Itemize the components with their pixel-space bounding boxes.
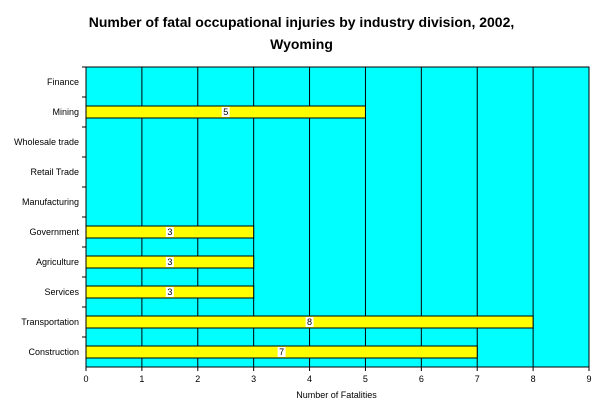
data-label-bg-6 — [165, 257, 174, 267]
x-tick-label-1: 1 — [139, 374, 144, 384]
x-tick-label-4: 4 — [307, 374, 312, 384]
chart-title-line-2: Wyoming — [270, 36, 333, 52]
y-tick-label-6: Agriculture — [36, 257, 79, 267]
data-label-bg-5 — [165, 227, 174, 237]
y-tick-label-1: Mining — [52, 107, 79, 117]
y-tick-label-7: Services — [44, 287, 79, 297]
y-tick-label-2: Wholesale trade — [14, 137, 79, 147]
data-label-bg-7 — [165, 287, 174, 297]
y-tick-label-8: Transportation — [21, 317, 79, 327]
y-tick-label-0: Finance — [47, 77, 79, 87]
y-tick-label-5: Government — [29, 227, 79, 237]
data-label-1: 5 — [223, 107, 228, 117]
y-tick-label-9: Construction — [28, 347, 79, 357]
x-tick-label-0: 0 — [83, 374, 88, 384]
data-label-bg-9 — [277, 347, 286, 357]
y-tick-label-3: Retail Trade — [30, 167, 79, 177]
x-tick-label-7: 7 — [475, 374, 480, 384]
data-label-9: 7 — [279, 347, 284, 357]
x-tick-label-3: 3 — [251, 374, 256, 384]
x-axis-title: Number of Fatalities — [296, 390, 377, 400]
x-tick-label-8: 8 — [531, 374, 536, 384]
x-tick-label-2: 2 — [195, 374, 200, 384]
x-tick-label-6: 6 — [419, 374, 424, 384]
data-label-bg-1 — [221, 107, 230, 117]
data-label-7: 3 — [167, 287, 172, 297]
x-tick-label-5: 5 — [363, 374, 368, 384]
plot-border — [85, 66, 590, 368]
data-label-5: 3 — [167, 227, 172, 237]
data-label-6: 3 — [167, 257, 172, 267]
data-label-bg-8 — [305, 317, 314, 327]
chart-title-line-1: Number of fatal occupational injuries by… — [88, 14, 515, 30]
y-tick-label-4: Manufacturing — [22, 197, 79, 207]
data-label-8: 8 — [307, 317, 312, 327]
x-tick-label-9: 9 — [586, 374, 591, 384]
